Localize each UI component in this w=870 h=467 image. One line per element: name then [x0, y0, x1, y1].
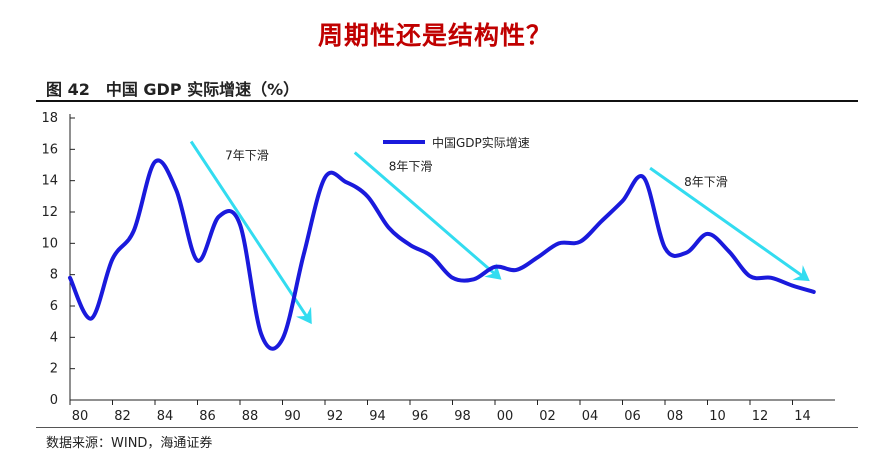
trend-label: 7年下滑: [225, 149, 269, 163]
x-tick-label: 90: [284, 409, 301, 424]
gdp-data-point: [217, 215, 221, 219]
gdp-data-point: [174, 188, 178, 192]
gdp-data-point: [323, 175, 327, 180]
trend-arrow: [649, 166, 810, 282]
y-tick-label: 12: [41, 205, 58, 220]
gdp-data-point: [153, 160, 157, 164]
source-divider: [36, 427, 858, 428]
gdp-data-point: [429, 254, 433, 258]
gdp-data-point: [280, 337, 285, 341]
trend-label: 8年下滑: [684, 175, 728, 189]
page-title: 周期性还是结构性？: [317, 21, 552, 50]
gdp-data-point: [238, 222, 242, 227]
source-note: 数据来源：WIND，海通证券: [46, 436, 213, 451]
y-tick-label: 16: [41, 142, 58, 157]
y-tick-label: 2: [50, 362, 58, 377]
gdp-data-point: [259, 332, 263, 336]
y-tick-label: 18: [41, 111, 58, 126]
x-tick-label: 80: [72, 409, 89, 424]
gdp-data-point: [344, 180, 348, 184]
gdp-data-point: [365, 194, 370, 198]
x-tick-label: 06: [624, 409, 641, 424]
gdp-data-point: [195, 258, 200, 263]
trend-arrow: [353, 151, 502, 280]
gdp-data-point: [472, 277, 476, 281]
gdp-data-point: [408, 243, 412, 247]
x-tick-label: 14: [794, 409, 811, 424]
trend-annotations: 7年下滑 8年下滑 8年下滑: [189, 140, 810, 325]
gdp-data-point: [132, 229, 136, 233]
x-tick-label: 84: [157, 409, 174, 424]
gdp-data-point: [642, 175, 646, 180]
gdp-data-point: [663, 246, 667, 250]
gdp-data-point: [450, 276, 455, 280]
gdp-data-point: [110, 257, 115, 261]
gdp-data-point: [514, 268, 518, 272]
gdp-data-point: [790, 284, 795, 288]
x-tick-label: 98: [454, 409, 471, 424]
gdp-data-point: [302, 252, 306, 256]
x-tick-label: 08: [667, 409, 684, 424]
x-tick-label: 86: [199, 409, 216, 424]
chart-legend: 中国GDP实际增速: [383, 135, 530, 150]
y-tick-label: 0: [50, 393, 58, 408]
gdp-data-point: [684, 251, 688, 255]
x-tick-label: 92: [327, 409, 344, 424]
gdp-data-point: [493, 265, 497, 269]
y-tick-label: 10: [41, 236, 58, 251]
gdp-data-point: [748, 274, 752, 278]
gdp-data-point: [620, 199, 625, 203]
gdp-data-point: [727, 249, 731, 253]
gdp-data-point: [578, 240, 582, 244]
gdp-data-point: [557, 241, 561, 245]
gdp-data-point: [599, 219, 603, 223]
y-tick-label: 6: [50, 299, 58, 314]
x-tick-label: 02: [539, 409, 556, 424]
trend-arrow: [189, 140, 312, 325]
gdp-data-point: [89, 316, 93, 321]
x-tick-label: 88: [242, 409, 259, 424]
x-tick-label: 94: [369, 409, 386, 424]
x-tick-label: 12: [752, 409, 769, 424]
x-tick-label: 96: [412, 409, 429, 424]
gdp-data-point: [812, 290, 816, 294]
legend-label: 中国GDP实际增速: [432, 135, 530, 150]
trend-label: 8年下滑: [389, 159, 433, 173]
gdp-data-point: [705, 232, 710, 236]
x-tick-label: 04: [582, 409, 599, 424]
gdp-data-point: [535, 255, 540, 260]
x-tick-label: 10: [709, 409, 726, 424]
gdp-data-point: [68, 276, 72, 280]
gdp-data-point: [769, 276, 773, 280]
y-tick-label: 4: [50, 330, 58, 345]
x-tick-label: 82: [114, 409, 131, 424]
x-tick-label: 00: [497, 409, 514, 424]
gdp-data-point: [387, 226, 391, 230]
y-tick-label: 8: [50, 268, 58, 283]
figure-caption: 图 42 中国 GDP 实际增速（%）: [46, 80, 300, 99]
y-tick-label: 14: [41, 174, 58, 189]
caption-divider: [36, 100, 858, 102]
chart-series: [68, 158, 816, 351]
